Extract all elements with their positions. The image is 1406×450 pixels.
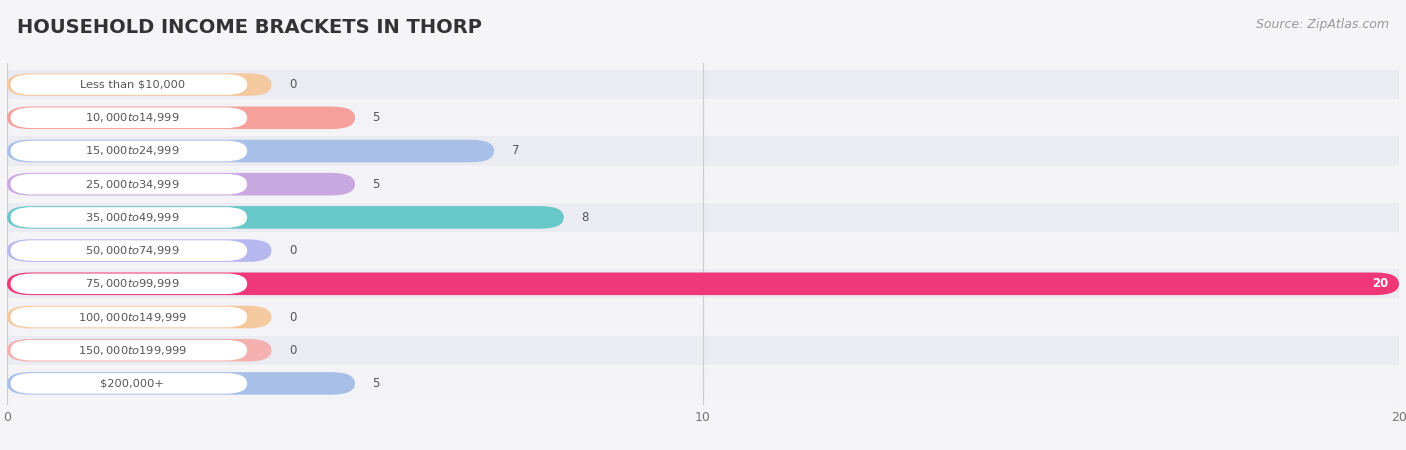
- Text: $10,000 to $14,999: $10,000 to $14,999: [84, 111, 180, 124]
- FancyBboxPatch shape: [7, 73, 271, 96]
- FancyBboxPatch shape: [7, 136, 1399, 166]
- Text: 8: 8: [581, 211, 589, 224]
- Text: 5: 5: [373, 178, 380, 191]
- Text: Source: ZipAtlas.com: Source: ZipAtlas.com: [1256, 18, 1389, 31]
- Text: $50,000 to $74,999: $50,000 to $74,999: [84, 244, 180, 257]
- Text: $75,000 to $99,999: $75,000 to $99,999: [84, 277, 180, 290]
- FancyBboxPatch shape: [10, 307, 247, 327]
- FancyBboxPatch shape: [7, 273, 1399, 295]
- Text: Less than $10,000: Less than $10,000: [80, 80, 184, 90]
- FancyBboxPatch shape: [10, 174, 247, 194]
- FancyBboxPatch shape: [7, 170, 1399, 199]
- FancyBboxPatch shape: [7, 103, 1399, 132]
- Text: 20: 20: [1372, 277, 1389, 290]
- FancyBboxPatch shape: [7, 206, 564, 229]
- FancyBboxPatch shape: [7, 339, 271, 361]
- FancyBboxPatch shape: [7, 236, 1399, 265]
- FancyBboxPatch shape: [10, 274, 247, 294]
- FancyBboxPatch shape: [10, 340, 247, 360]
- Text: 5: 5: [373, 111, 380, 124]
- FancyBboxPatch shape: [10, 141, 247, 161]
- FancyBboxPatch shape: [7, 336, 1399, 365]
- FancyBboxPatch shape: [7, 239, 271, 262]
- Text: 7: 7: [512, 144, 519, 158]
- Text: 5: 5: [373, 377, 380, 390]
- Text: HOUSEHOLD INCOME BRACKETS IN THORP: HOUSEHOLD INCOME BRACKETS IN THORP: [17, 18, 482, 37]
- Text: $35,000 to $49,999: $35,000 to $49,999: [84, 211, 180, 224]
- FancyBboxPatch shape: [7, 173, 354, 195]
- Text: $150,000 to $199,999: $150,000 to $199,999: [77, 344, 187, 357]
- FancyBboxPatch shape: [7, 369, 1399, 398]
- Text: 0: 0: [288, 344, 297, 357]
- Text: $25,000 to $34,999: $25,000 to $34,999: [84, 178, 180, 191]
- Text: 0: 0: [288, 244, 297, 257]
- FancyBboxPatch shape: [7, 302, 1399, 332]
- FancyBboxPatch shape: [10, 240, 247, 261]
- Text: 0: 0: [288, 310, 297, 324]
- Text: 0: 0: [288, 78, 297, 91]
- FancyBboxPatch shape: [7, 140, 495, 162]
- FancyBboxPatch shape: [7, 203, 1399, 232]
- FancyBboxPatch shape: [7, 269, 1399, 298]
- FancyBboxPatch shape: [10, 74, 247, 95]
- FancyBboxPatch shape: [7, 70, 1399, 99]
- Text: $15,000 to $24,999: $15,000 to $24,999: [84, 144, 180, 158]
- FancyBboxPatch shape: [10, 108, 247, 128]
- FancyBboxPatch shape: [7, 372, 354, 395]
- FancyBboxPatch shape: [10, 207, 247, 228]
- Text: $100,000 to $149,999: $100,000 to $149,999: [77, 310, 187, 324]
- Text: $200,000+: $200,000+: [100, 378, 165, 388]
- FancyBboxPatch shape: [10, 373, 247, 394]
- FancyBboxPatch shape: [7, 306, 271, 328]
- FancyBboxPatch shape: [7, 107, 354, 129]
